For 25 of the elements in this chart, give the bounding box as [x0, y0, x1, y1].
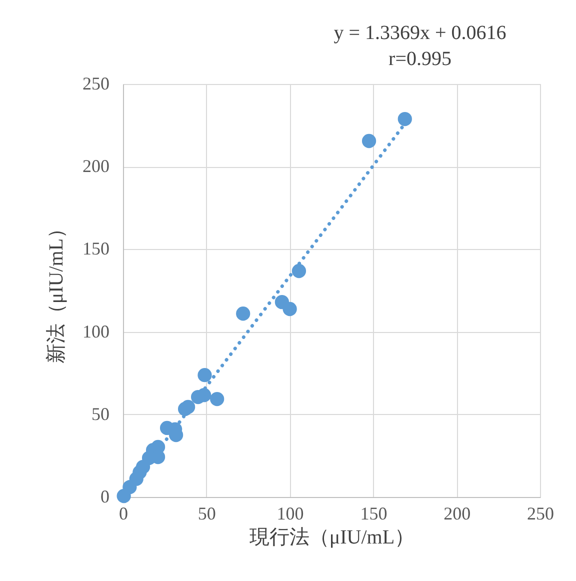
x-axis-title: 現行法（μIU/mL） [249, 526, 415, 548]
y-tick-label: 100 [82, 321, 110, 342]
y-tick-label: 150 [82, 238, 110, 259]
point [210, 392, 224, 406]
point [362, 134, 376, 148]
point [236, 306, 250, 321]
text: y = 1.3369x + 0.0616 [334, 22, 506, 44]
point [292, 264, 306, 278]
point [282, 302, 297, 316]
y-tick-label: 250 [82, 74, 110, 94]
x-tick-label: 50 [198, 504, 216, 524]
x-tick-label: 0 [119, 504, 128, 524]
text: r=0.995 [388, 48, 452, 70]
point [116, 488, 131, 504]
x-tick-label: 150 [360, 504, 388, 524]
y-axis-title: 新法（μIU/mL） [46, 218, 68, 364]
x-tick-label: 100 [276, 504, 304, 524]
x-tick-label: 250 [527, 504, 554, 524]
y-tick-label: 200 [82, 156, 110, 176]
y-tick-label: 0 [100, 486, 110, 506]
x-tick-label: 200 [444, 504, 471, 524]
point [398, 112, 412, 126]
y-tick-label: 50 [92, 404, 110, 424]
point [198, 368, 212, 382]
point [178, 402, 192, 416]
